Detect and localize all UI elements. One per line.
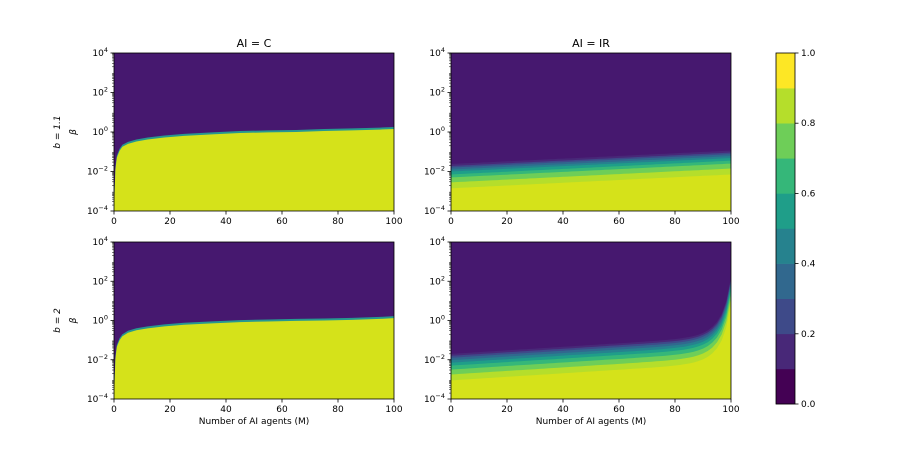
y-tick-label: 100 (92, 314, 108, 327)
x-tick-label: 100 (722, 217, 739, 227)
colorbar-segment (776, 158, 795, 194)
x-tick-label: 60 (613, 217, 625, 227)
x-tick-label: 80 (332, 217, 344, 227)
colorbar-segment (776, 228, 795, 264)
column-title: AI = C (237, 37, 272, 50)
column-title: AI = IR (572, 37, 610, 50)
x-tick-label: 80 (669, 405, 681, 415)
y-tick-label: 104 (429, 46, 445, 59)
y-tick-label: 10−2 (424, 353, 445, 366)
colorbar-tick-label: 0.4 (801, 260, 816, 270)
panel-b2-C: 0 20 40 60 80 100 104 102 100 10−2 10−4 (87, 235, 403, 415)
x-tick-label: 20 (501, 217, 513, 227)
x-tick-label: 100 (385, 405, 402, 415)
panel-b1.1-IR: 0 20 40 60 80 100 104 102 100 10−2 10−4 (424, 46, 740, 227)
y-tick-label: 10−2 (87, 353, 108, 366)
y-tick-label: 102 (429, 274, 445, 287)
x-tick-label: 60 (613, 405, 625, 415)
y-axis-label: β (69, 317, 79, 324)
colorbar-tick-label: 0.2 (801, 330, 815, 340)
x-tick-label: 0 (111, 217, 117, 227)
x-tick-label: 60 (276, 405, 288, 415)
y-tick-label: 10−4 (424, 392, 445, 405)
row-label: b = 2 (53, 308, 63, 333)
region-high (114, 318, 394, 399)
x-tick-label: 0 (448, 405, 454, 415)
y-tick-label: 10−2 (87, 165, 108, 178)
x-tick-label: 40 (557, 217, 569, 227)
colorbar-segment (776, 368, 795, 405)
colorbar-segment (776, 333, 795, 370)
colorbar-tick-label: 0.0 (801, 400, 816, 410)
x-tick-label: 60 (276, 217, 288, 227)
y-tick-label: 10−4 (87, 392, 108, 405)
y-axis-label: β (69, 129, 79, 136)
y-tick-label: 100 (92, 125, 108, 138)
figure-labels: AI = C AI = IR b = 1.1 β b = 2 β Number of AI … (53, 37, 646, 427)
x-tick-label: 40 (557, 405, 569, 415)
y-tick-label: 10−4 (87, 204, 108, 217)
plot-area (114, 242, 394, 399)
colorbar-segment (776, 298, 795, 335)
plot-area (114, 53, 394, 211)
y-tick-label: 104 (429, 235, 445, 248)
x-tick-label: 80 (669, 217, 681, 227)
plot-area (451, 242, 731, 399)
x-tick-label: 20 (164, 405, 176, 415)
x-tick-label: 100 (722, 405, 739, 415)
x-tick-label: 20 (164, 217, 176, 227)
panel-b1.1-C: 0 20 40 60 80 100 104 102 100 10−2 10−4 (87, 46, 403, 227)
colorbar-tick-label: 0.8 (801, 119, 816, 129)
x-tick-label: 40 (220, 217, 232, 227)
y-tick-label: 102 (92, 86, 108, 99)
y-tick-label: 104 (92, 46, 108, 59)
x-tick-label: 100 (385, 217, 402, 227)
y-tick-label: 100 (429, 314, 445, 327)
x-tick-label: 40 (220, 405, 232, 415)
colorbar-segment (776, 53, 795, 89)
y-tick-label: 102 (429, 86, 445, 99)
x-axis-label: Number of AI agents (M) (199, 417, 310, 427)
contour-band-0.9 (451, 174, 731, 211)
y-tick-label: 10−4 (424, 204, 445, 217)
x-tick-label: 0 (111, 405, 117, 415)
panel-b2-IR: 0 20 40 60 80 100 104 102 100 10−2 10−4 (424, 235, 740, 415)
colorbar-tick-label: 1.0 (801, 49, 816, 59)
x-tick-label: 80 (332, 405, 344, 415)
x-tick-label: 0 (448, 217, 454, 227)
plot-area (451, 53, 731, 211)
row-label: b = 1.1 (53, 115, 63, 148)
colorbar-segment (776, 88, 795, 124)
colorbar-segment (776, 193, 795, 229)
colorbar-segment (776, 263, 795, 299)
colorbar-segment (776, 123, 795, 159)
colorbar: 0.0 0.2 0.4 0.6 0.8 1.0 (775, 49, 816, 410)
y-tick-label: 102 (92, 274, 108, 287)
colorbar-frame (775, 52, 796, 405)
colorbar-tick-label: 0.6 (801, 189, 816, 199)
y-tick-label: 10−2 (424, 165, 445, 178)
contour-band-0.9 (451, 303, 731, 399)
x-tick-label: 20 (501, 405, 513, 415)
y-tick-label: 104 (92, 235, 108, 248)
y-tick-label: 100 (429, 125, 445, 138)
x-axis-label: Number of AI agents (M) (536, 417, 647, 427)
region-high (114, 129, 394, 211)
